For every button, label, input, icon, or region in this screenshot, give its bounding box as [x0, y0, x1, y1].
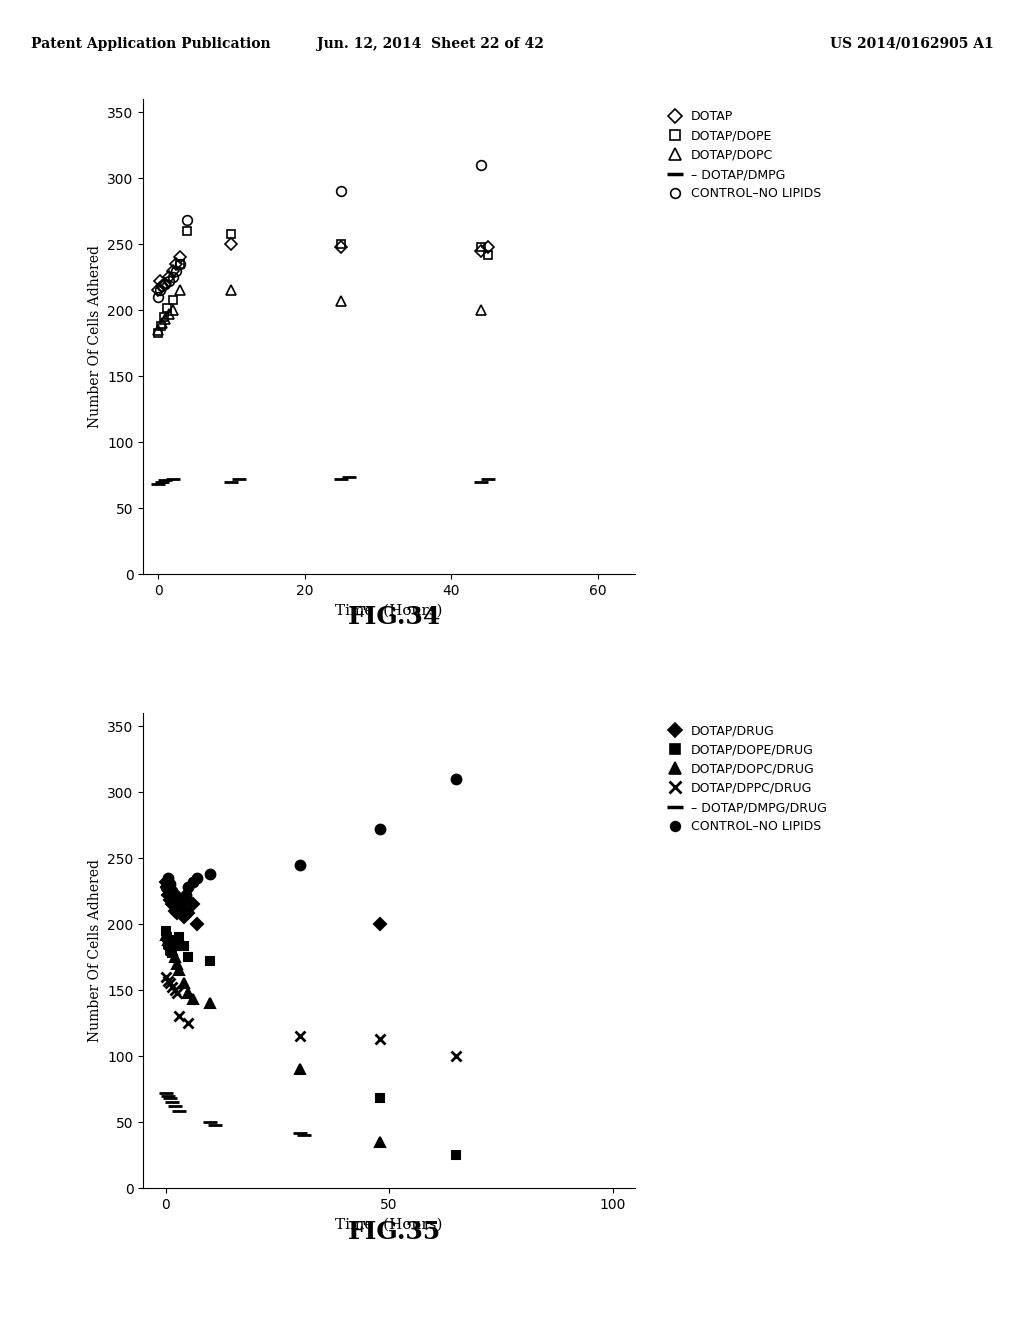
X-axis label: Time  (Hours): Time (Hours) [336, 603, 442, 618]
Text: FIG.34: FIG.34 [347, 605, 441, 628]
X-axis label: Time  (Hours): Time (Hours) [336, 1217, 442, 1232]
Y-axis label: Number Of Cells Adhered: Number Of Cells Adhered [88, 246, 101, 428]
Text: FIG.35: FIG.35 [347, 1220, 441, 1243]
Legend: DOTAP/DRUG, DOTAP/DOPE/DRUG, DOTAP/DOPC/DRUG, DOTAP/DPPC/DRUG, – DOTAP/DMPG/DRUG: DOTAP/DRUG, DOTAP/DOPE/DRUG, DOTAP/DOPC/… [660, 719, 831, 838]
Y-axis label: Number Of Cells Adhered: Number Of Cells Adhered [88, 859, 101, 1041]
Text: US 2014/0162905 A1: US 2014/0162905 A1 [829, 37, 993, 51]
Text: Patent Application Publication: Patent Application Publication [31, 37, 270, 51]
Legend: DOTAP, DOTAP/DOPE, DOTAP/DOPC, – DOTAP/DMPG, CONTROL–NO LIPIDS: DOTAP, DOTAP/DOPE, DOTAP/DOPC, – DOTAP/D… [660, 106, 826, 205]
Text: Jun. 12, 2014  Sheet 22 of 42: Jun. 12, 2014 Sheet 22 of 42 [316, 37, 544, 51]
